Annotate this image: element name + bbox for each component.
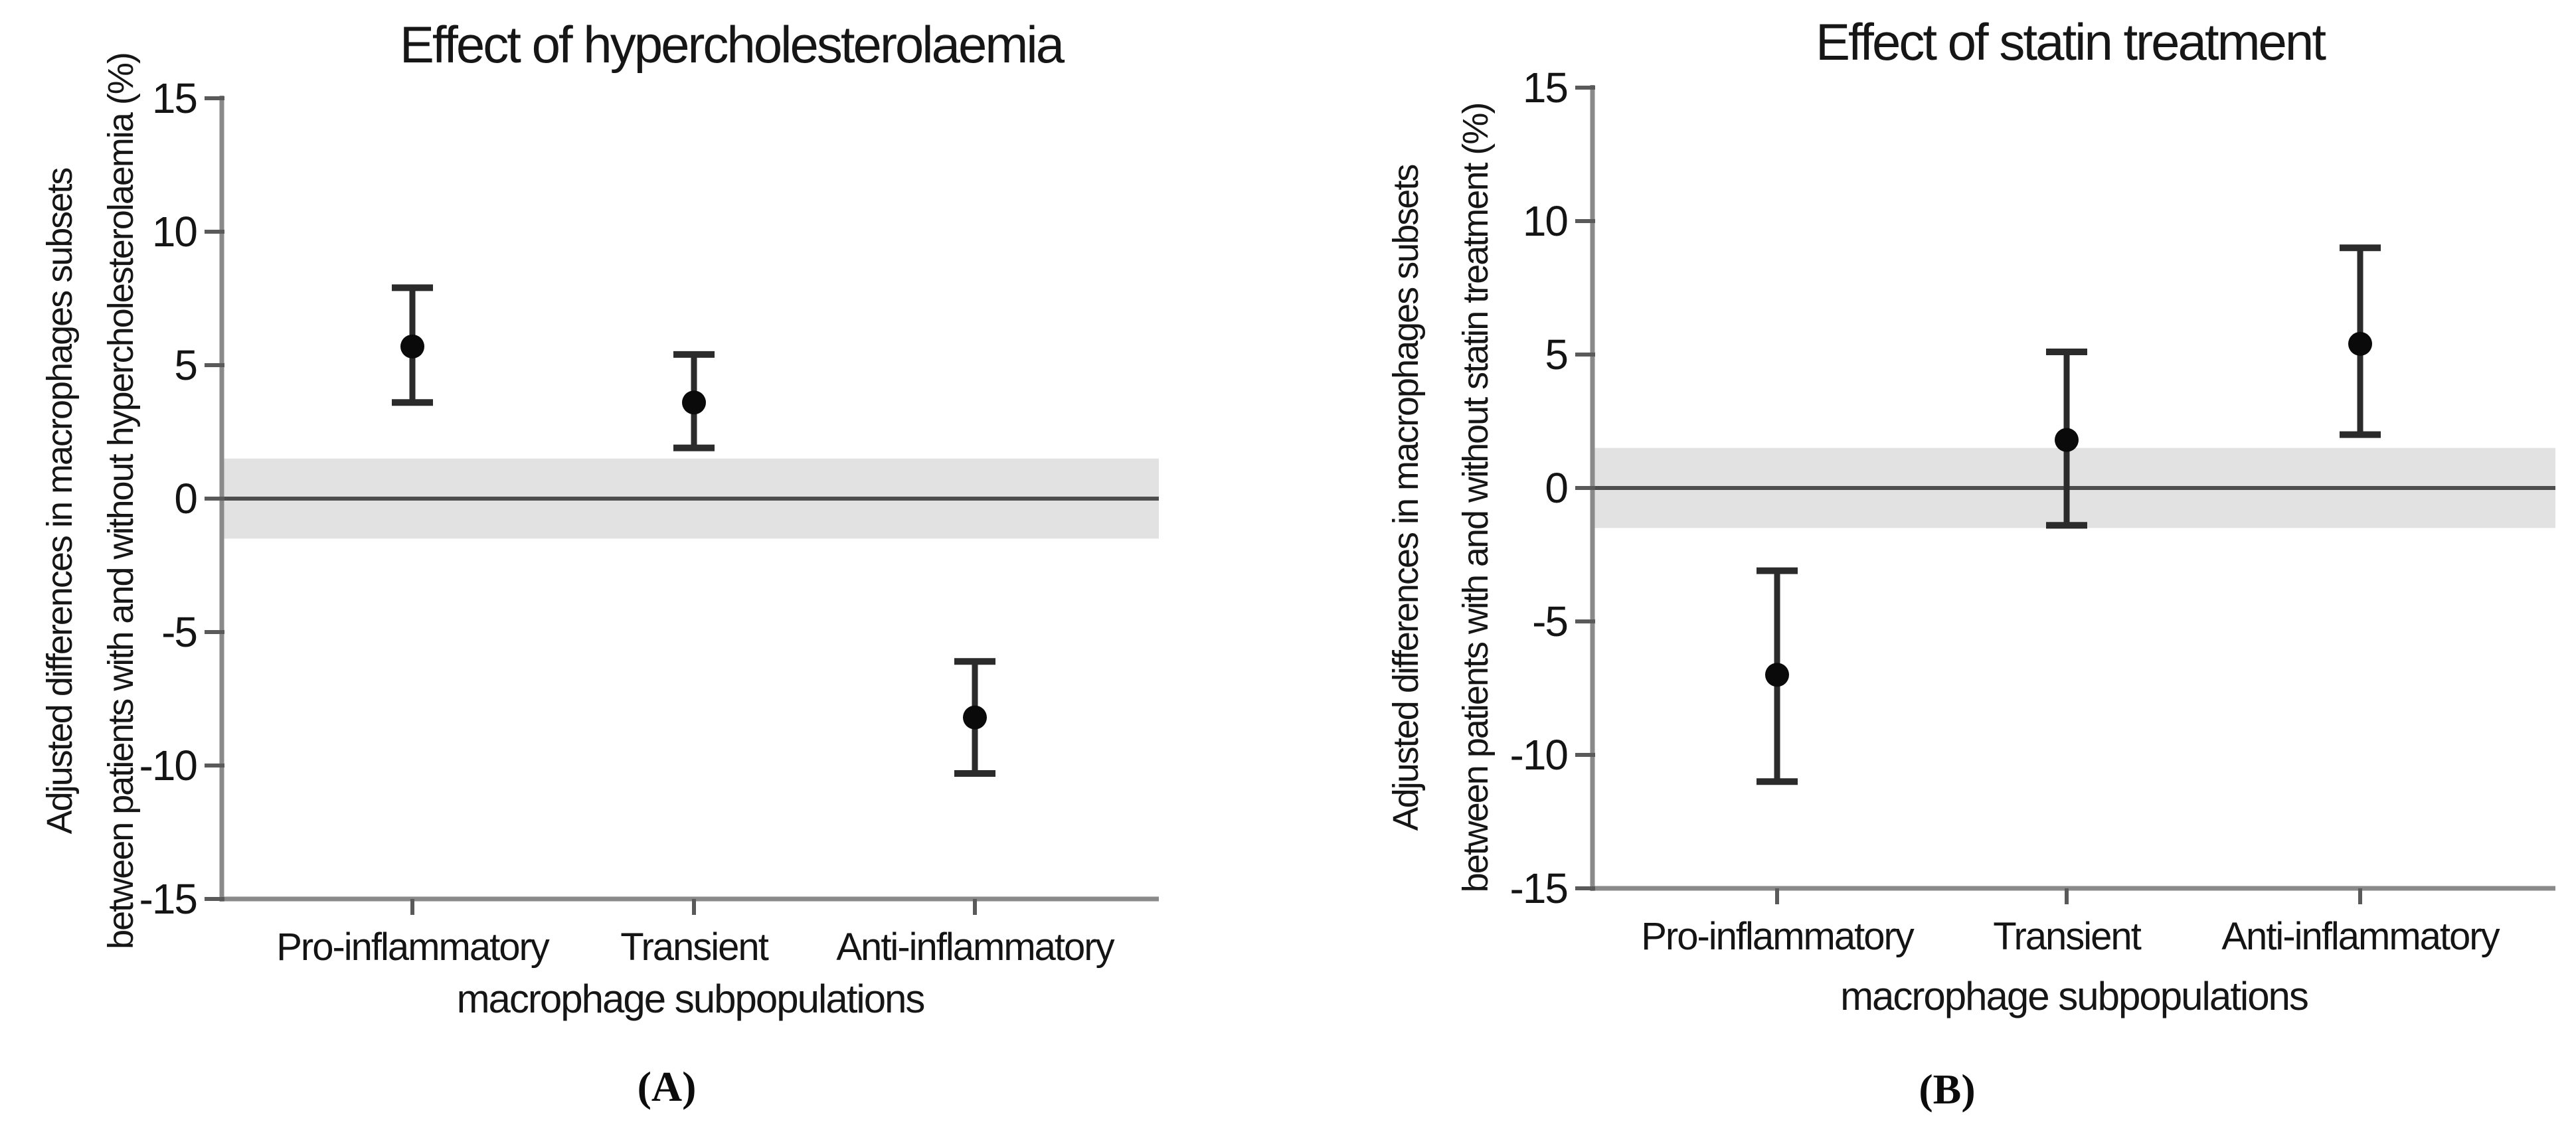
y-tick-label: 5 <box>1545 331 1567 378</box>
x-category-label: Transient <box>1993 915 2142 958</box>
y-tick-label: -15 <box>139 875 197 923</box>
x-category-label: Anti-inflammatory <box>836 926 1114 969</box>
y-tick-label: -5 <box>1532 598 1567 645</box>
data-point-marker <box>2055 428 2079 452</box>
data-point-marker <box>963 705 987 730</box>
y-tick-label: -10 <box>139 742 197 789</box>
y-tick-label: 10 <box>152 208 197 256</box>
x-category-label: Pro-inflammatory <box>276 926 550 969</box>
x-category-label: Pro-inflammatory <box>1641 915 1915 958</box>
data-point-marker <box>400 334 424 359</box>
y-tick-label: 15 <box>152 74 197 122</box>
y-tick-label: 5 <box>174 341 197 389</box>
y-tick-label: 10 <box>1523 197 1568 245</box>
data-point-marker <box>682 390 706 415</box>
y-tick-label: 15 <box>1523 64 1567 112</box>
data-point-marker <box>2348 331 2372 356</box>
y-tick-label: 0 <box>1545 464 1567 512</box>
y-tick-label: -10 <box>1510 731 1568 779</box>
y-tick-label: -15 <box>1510 864 1568 912</box>
y-tick-label: -5 <box>161 608 197 656</box>
y-tick-label: 0 <box>174 475 197 523</box>
x-category-label: Transient <box>620 926 769 969</box>
x-category-label: Anti-inflammatory <box>2221 915 2500 958</box>
data-point-marker <box>1765 663 1789 687</box>
